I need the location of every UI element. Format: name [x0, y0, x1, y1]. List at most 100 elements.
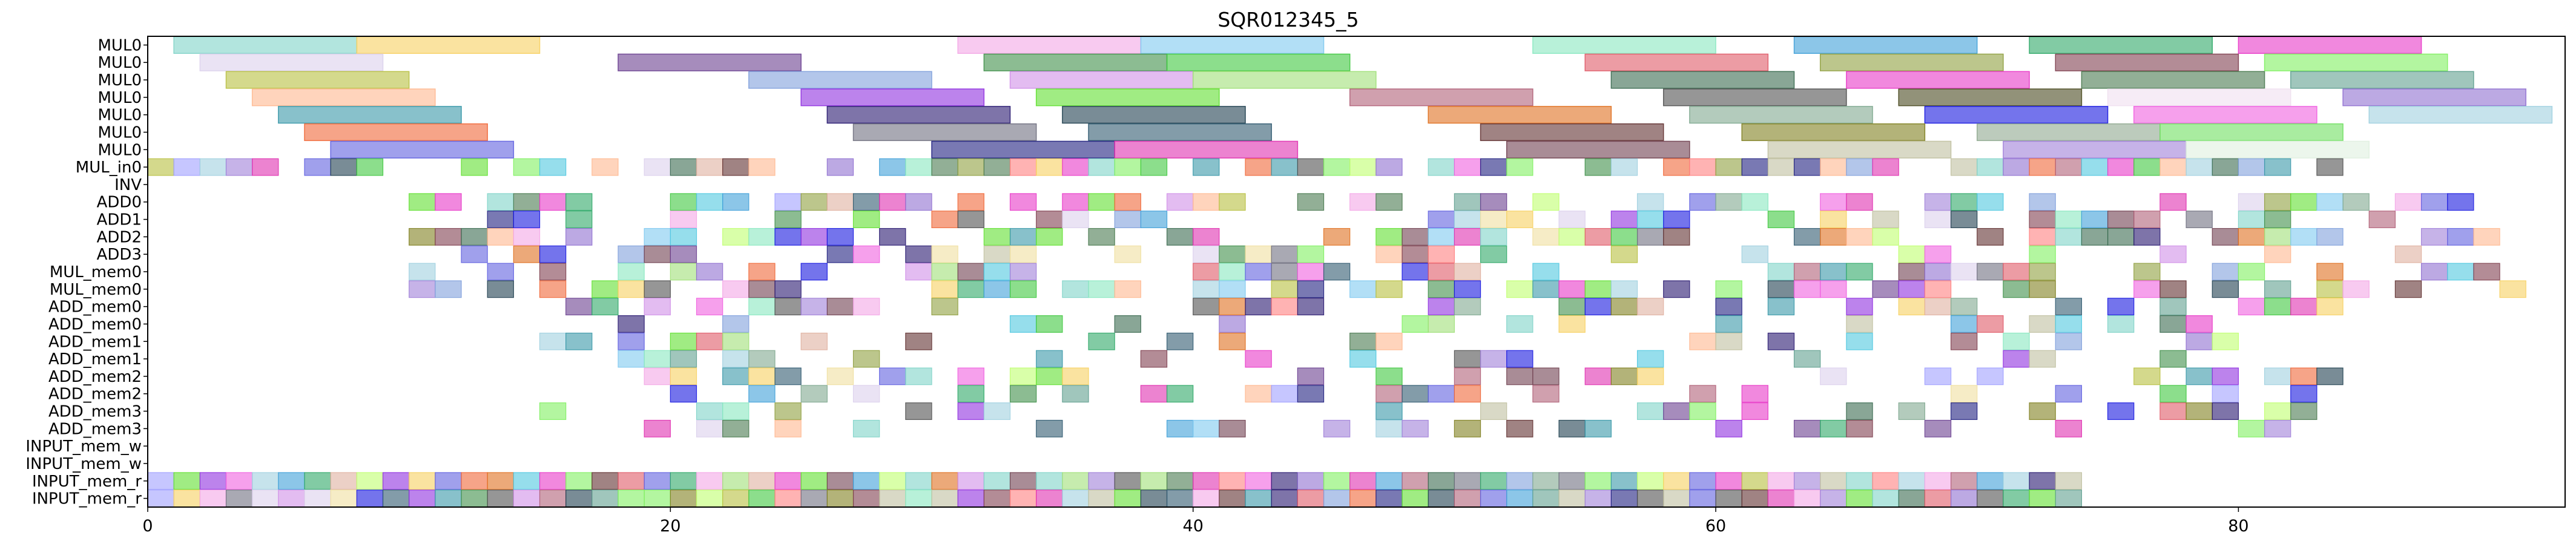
gantt-cell: [826, 367, 854, 385]
gantt-cell: [2133, 158, 2161, 176]
gantt-cell: [1689, 332, 1716, 350]
gantt-cell: [1454, 158, 1481, 176]
y-tick-label: MUL0: [98, 54, 142, 72]
gantt-cell: [1193, 490, 1220, 508]
gantt-cell: [800, 228, 828, 246]
gantt-cell: [1663, 490, 1690, 508]
gantt-cell: [173, 490, 200, 508]
gantt-cell: [983, 490, 1011, 508]
gantt-cell: [1114, 280, 1141, 298]
gantt-cell: [1297, 263, 1325, 281]
gantt-cell: [1402, 263, 1429, 281]
gantt-cell: [1297, 158, 1325, 176]
gantt-cell: [1219, 193, 1246, 211]
gantt-cell: [1820, 158, 1847, 176]
gantt-cell: [1663, 280, 1690, 298]
gantt-bar: [1035, 88, 1220, 107]
gantt-cell: [696, 332, 723, 350]
gantt-cell: [826, 193, 854, 211]
gantt-bar: [2003, 140, 2187, 159]
gantt-cell: [644, 280, 671, 298]
gantt-cell: [905, 490, 932, 508]
gantt-cell: [1977, 193, 2004, 211]
gantt-cell: [852, 211, 880, 228]
gantt-cell: [1271, 490, 1298, 508]
gantt-cell: [1114, 158, 1141, 176]
gantt-cell: [2212, 402, 2239, 420]
gantt-cell: [931, 472, 958, 490]
gantt-cell: [644, 228, 671, 246]
gantt-cell: [852, 490, 880, 508]
gantt-cell: [2159, 385, 2187, 403]
gantt-cell: [382, 490, 410, 508]
gantt-cell: [1009, 158, 1037, 176]
gantt-cell: [1950, 385, 1978, 403]
gantt-cell: [1402, 419, 1429, 437]
gantt-cell: [2029, 402, 2056, 420]
gantt-cell: [1193, 245, 1220, 263]
gantt-cell: [1036, 490, 1063, 508]
gantt-cell: [409, 280, 436, 298]
gantt-cell: [2420, 228, 2448, 246]
gantt-cell: [1532, 385, 1560, 403]
gantt-cell: [1297, 280, 1325, 298]
gantt-cell: [2055, 419, 2082, 437]
gantt-cell: [983, 263, 1011, 281]
gantt-cell: [957, 402, 984, 420]
gantt-cell: [1402, 228, 1429, 246]
gantt-cell: [1245, 472, 1272, 490]
gantt-cell: [1689, 385, 1716, 403]
gantt-cell: [774, 367, 802, 385]
gantt-cell: [905, 332, 932, 350]
gantt-cell: [1532, 280, 1560, 298]
gantt-cell: [2238, 228, 2265, 246]
gantt-cell: [1088, 193, 1115, 211]
gantt-bar: [2238, 36, 2422, 54]
gantt-cell: [1375, 158, 1403, 176]
gantt-cell: [1402, 315, 1429, 333]
gantt-bar: [1349, 88, 1533, 107]
gantt-cell: [774, 193, 802, 211]
gantt-cell: [1088, 332, 1115, 350]
gantt-cell: [225, 158, 253, 176]
gantt-bar: [1846, 71, 2030, 89]
gantt-cell: [1846, 472, 1873, 490]
gantt-cell: [1820, 490, 1847, 508]
gantt-cell: [1428, 472, 1455, 490]
gantt-cell: [278, 490, 305, 508]
gantt-cell: [1114, 193, 1141, 211]
gantt-cell: [2290, 402, 2317, 420]
gantt-cell: [539, 402, 567, 420]
gantt-cell: [1558, 211, 1586, 228]
gantt-cell: [2003, 263, 2030, 281]
gantt-cell: [1036, 315, 1063, 333]
gantt-cell: [2003, 158, 2030, 176]
gantt-bar: [1532, 36, 1716, 54]
gantt-cell: [1636, 350, 1664, 368]
chart-title: SQR012345_5: [1217, 8, 1359, 31]
gantt-cell: [1636, 211, 1664, 228]
gantt-cell: [2081, 158, 2109, 176]
gantt-cell: [1506, 367, 1533, 385]
gantt-cell: [1610, 245, 1638, 263]
gantt-cell: [722, 472, 749, 490]
gantt-cell: [1558, 298, 1586, 316]
gantt-cell: [1480, 193, 1507, 211]
gantt-cell: [1009, 280, 1037, 298]
gantt-cell: [1820, 228, 1847, 246]
gantt-cell: [1610, 211, 1638, 228]
gantt-cell: [435, 280, 462, 298]
gantt-bar: [2186, 140, 2370, 159]
gantt-bar: [1584, 53, 1769, 71]
gantt-cell: [1036, 228, 1063, 246]
gantt-cell: [1636, 367, 1664, 385]
gantt-cell: [1062, 385, 1089, 403]
gantt-cell: [1428, 280, 1455, 298]
gantt-bar: [1062, 106, 1246, 124]
gantt-cell: [1741, 193, 1768, 211]
gantt-cell: [748, 280, 776, 298]
y-tick-label: MUL0: [98, 141, 142, 159]
gantt-cell: [1584, 280, 1612, 298]
gantt-cell: [1297, 193, 1325, 211]
gantt-cell: [565, 298, 593, 316]
